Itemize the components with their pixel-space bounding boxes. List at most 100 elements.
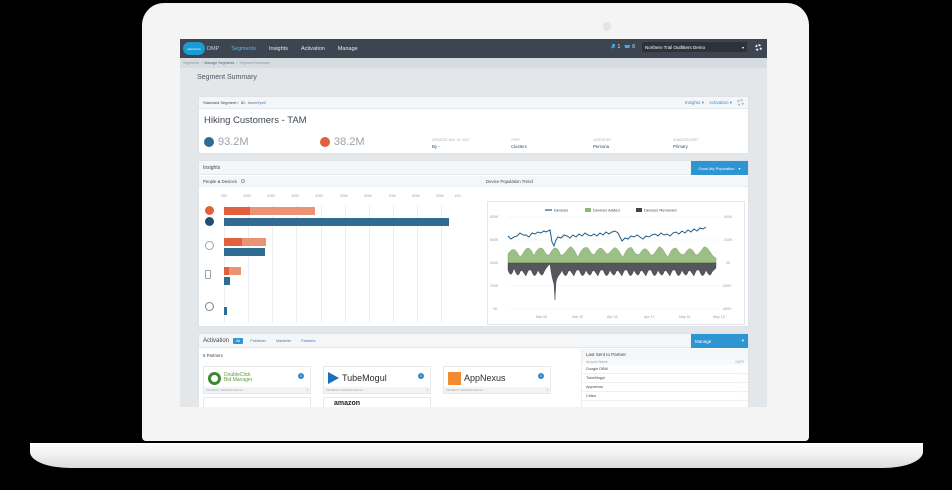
breadcrumb-segments[interactable]: Segments <box>183 61 200 65</box>
tab-marketer[interactable]: Marketer <box>276 338 292 343</box>
summary-header: Standard Segment / ID: rtwch9yz6 <box>199 97 748 109</box>
salesforce-logo[interactable]: salesforce <box>183 42 205 55</box>
doubleclick-name-line1: DoubleClick <box>224 371 251 378</box>
tubemogul-icon <box>328 372 339 384</box>
people-count: 38.2M <box>334 136 365 148</box>
sent-date: - <box>742 376 744 380</box>
bar-people-matched-all[interactable] <box>224 207 250 215</box>
trend-chart-svg: Devices Devices Added Devices Removed 80… <box>490 208 733 320</box>
bar-people-total-mobile-app[interactable] <box>224 267 241 275</box>
logo-text: salesforce <box>187 46 201 51</box>
x-tick: 60M <box>364 194 372 198</box>
people-icon <box>205 206 214 215</box>
nav-manage[interactable]: Manage <box>337 45 358 52</box>
devices-metric: 93.2M <box>204 136 249 148</box>
meta-category: CATEGORY Persona <box>593 138 611 149</box>
compass-icon <box>205 302 214 311</box>
meta-value: Primary <box>673 144 688 149</box>
partner-card-amazon[interactable]: amazon <box>323 397 431 407</box>
meta-value: Clusters <box>511 144 527 149</box>
bar-devices-mobile-app[interactable] <box>224 277 230 285</box>
grid-line <box>393 205 394 323</box>
table-row[interactable]: Google DBM - <box>582 365 748 374</box>
tab-all[interactable]: All <box>233 337 244 344</box>
org-selector[interactable]: Northern Trail Outfitters Demo ▾ <box>642 42 747 52</box>
grid-line <box>296 205 297 323</box>
activation-title: Activation <box>203 337 230 344</box>
cart-count: 6 <box>632 44 635 50</box>
partner-card-appnexus[interactable]: AppNexus 1 SEGMENT-VENDOR-MATCH ▾ <box>443 366 551 394</box>
segment-name: Hiking Customers - TAM <box>204 115 307 126</box>
insights-dropdown-label: Insights <box>684 99 701 105</box>
partner-card-partial[interactable] <box>203 397 311 407</box>
grow-my-population-button[interactable]: Grow My Population ▾ <box>691 161 748 175</box>
appnexus-logo: AppNexus <box>448 370 506 386</box>
insights-dropdown[interactable]: Insights ▾ <box>685 100 704 106</box>
legend-devices: Devices <box>554 208 568 213</box>
partner-card-tubemogul[interactable]: TubeMogul 1 SEGMENT-VENDOR-MATCH ▾ <box>323 366 431 394</box>
col-date[interactable]: DATE <box>735 360 744 364</box>
bar-people-matched-mobile-app[interactable] <box>224 267 229 275</box>
camera <box>603 22 611 31</box>
mobile-app-icon <box>205 270 211 279</box>
meta-label: CREATED MAY 16, 2017 <box>432 138 470 142</box>
account-name: TubeMogul <box>586 376 605 380</box>
x-tick: 50M <box>340 194 348 198</box>
partner-badge: 1 <box>418 373 424 379</box>
chevron-down-icon[interactable]: ▾ <box>426 388 428 392</box>
x-tick: 0M <box>221 194 227 198</box>
globe-icon <box>205 241 214 250</box>
table-row[interactable]: Appnexus - <box>582 383 748 392</box>
pinned-button[interactable]: 1 <box>610 44 620 50</box>
last-sent-to-partner: Last Sent to Partner Account Name DATE G… <box>581 349 748 407</box>
svg-text:Mar 20: Mar 20 <box>572 315 583 319</box>
pin-icon <box>610 44 616 50</box>
tab-publisher[interactable]: Publisher <box>250 338 267 343</box>
activation-dropdown[interactable]: Activation ▾ <box>709 100 732 106</box>
svg-text:0K: 0K <box>726 261 731 265</box>
svg-text:May 15: May 15 <box>713 315 725 319</box>
nav-insights[interactable]: Insights <box>269 45 288 52</box>
x-tick: 30M <box>291 194 299 198</box>
meta-value: Persona <box>593 144 610 149</box>
chevron-down-icon[interactable]: ▾ <box>306 388 308 392</box>
table-row[interactable]: TubeMogul - <box>582 374 748 383</box>
meta-label: SUBCATEGORY <box>673 138 699 142</box>
bar-people-matched-web[interactable] <box>224 238 242 246</box>
legend-devices-removed: Devices Removed <box>644 208 676 213</box>
partner-card-doubleclick[interactable]: DoubleClick Bid Manager 1 SEGMENT-VENDOR-… <box>203 366 311 394</box>
x-tick: 100... <box>454 194 464 198</box>
svg-text:400K: 400K <box>724 215 733 219</box>
sent-date: - <box>742 385 744 389</box>
grid-line <box>321 205 322 323</box>
bar-devices-all[interactable] <box>224 218 449 226</box>
svg-text:-200K: -200K <box>722 284 732 288</box>
legend-devices-added: Devices Added <box>593 208 620 213</box>
tab-partners[interactable]: Partners <box>301 338 316 343</box>
breadcrumb-current: Segment Summary <box>239 61 271 65</box>
partner-footer-label: SEGMENT-VENDOR-MATCH <box>206 388 244 392</box>
meta-label: TYPE <box>511 138 520 142</box>
svg-text:May 01: May 01 <box>679 315 691 319</box>
account-name: Google DBM <box>586 367 608 371</box>
info-icon[interactable] <box>240 179 245 183</box>
chevron-down-icon: ▾ <box>738 165 741 171</box>
cart-button[interactable]: 6 <box>624 44 635 50</box>
appnexus-icon <box>448 371 461 385</box>
grid-line <box>272 205 273 323</box>
meta-created: CREATED MAY 16, 2017 By - <box>432 138 470 149</box>
svg-text:Apr 03: Apr 03 <box>607 315 618 319</box>
bar-people-total-web[interactable] <box>224 238 266 246</box>
chevron-down-icon[interactable]: ▾ <box>546 388 548 392</box>
nav-segments[interactable]: Segments <box>231 45 256 52</box>
gear-icon[interactable] <box>737 99 744 106</box>
bar-devices-web[interactable] <box>224 248 265 256</box>
col-account-name[interactable]: Account Name <box>586 360 608 364</box>
table-row[interactable]: Criteo - <box>582 392 748 401</box>
manage-button[interactable]: Manage ▾ <box>691 334 748 348</box>
bar-people-total-all[interactable] <box>224 207 315 215</box>
breadcrumb-manage-segments[interactable]: Manage Segments <box>204 61 235 65</box>
gear-icon[interactable] <box>755 43 762 51</box>
nav-activation[interactable]: Activation <box>300 45 325 52</box>
bar-devices-mobile-web[interactable] <box>224 307 227 315</box>
